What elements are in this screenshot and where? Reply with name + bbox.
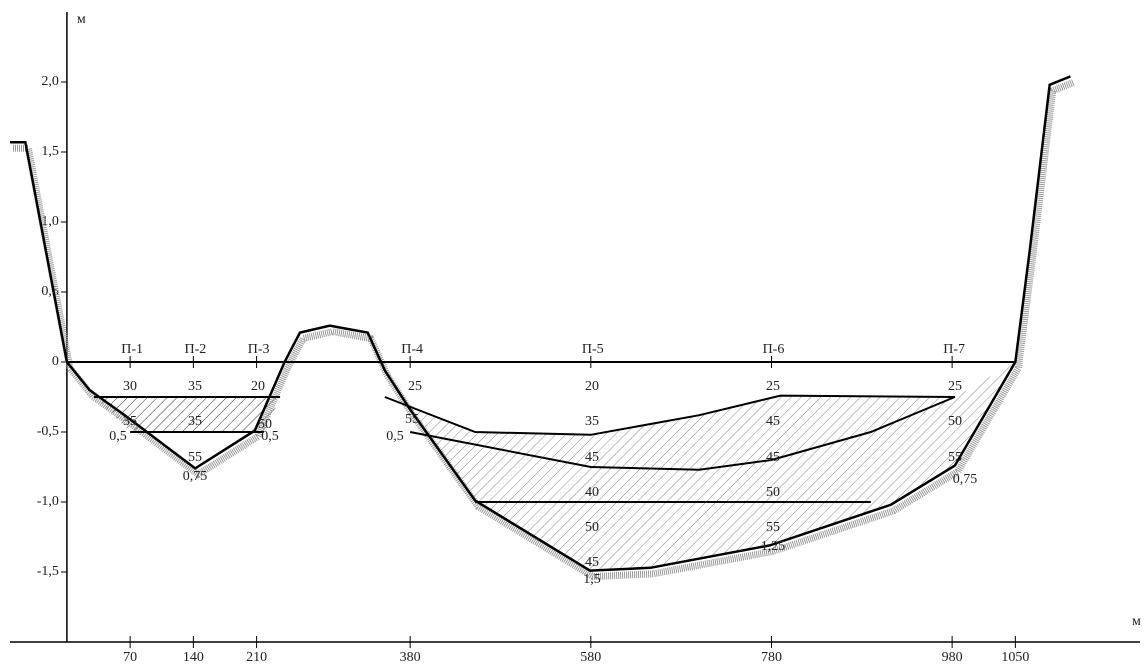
x-tick-label: 140 <box>183 650 204 665</box>
station-label: П-6 <box>763 342 785 357</box>
hatch-zone <box>95 397 280 432</box>
depth-label: 50 <box>258 417 272 432</box>
profile-line <box>384 394 955 436</box>
y-tick-label: 2,0 <box>41 74 59 89</box>
profile-line <box>10 75 1071 572</box>
depth-label: 0,5 <box>261 429 279 444</box>
depth-label: 45 <box>585 555 599 570</box>
depth-label: 35 <box>585 414 599 429</box>
y-tick-label: -1,5 <box>37 564 59 579</box>
depth-label: 0,5 <box>386 429 404 444</box>
depth-label: 55 <box>766 520 780 535</box>
depth-label: 0,75 <box>183 469 208 484</box>
station-label: П-7 <box>943 342 965 357</box>
depth-label: 45 <box>766 450 780 465</box>
x-tick-label: 980 <box>942 650 963 665</box>
depth-label: 35 <box>123 414 137 429</box>
x-tick-label: 580 <box>580 650 601 665</box>
depth-label: 50 <box>766 485 780 500</box>
x-tick-label: 70 <box>123 650 137 665</box>
x-tick-label: 380 <box>400 650 421 665</box>
y-tick-label: -1,0 <box>37 494 59 509</box>
depth-label: 25 <box>766 379 780 394</box>
depth-label: 0,75 <box>953 472 978 487</box>
depth-label: 20 <box>585 379 599 394</box>
depth-label: 55 <box>405 412 419 427</box>
y-tick-label: 0 <box>52 354 59 369</box>
depth-label: 25 <box>408 379 422 394</box>
depth-label: 25 <box>948 379 962 394</box>
station-label: П-5 <box>582 342 604 357</box>
x-unit: м <box>1132 614 1141 629</box>
depth-label: 1,25 <box>761 539 786 554</box>
x-tick-label: 780 <box>761 650 782 665</box>
depth-label: 0,5 <box>109 429 127 444</box>
x-tick-label: 210 <box>246 650 267 665</box>
depth-label: 45 <box>766 414 780 429</box>
station-label: П-1 <box>121 342 143 357</box>
depth-label: 20 <box>251 379 265 394</box>
depth-label: 35 <box>188 414 202 429</box>
depth-label: 55 <box>188 450 202 465</box>
station-label: П-2 <box>184 342 206 357</box>
depth-label: 30 <box>123 379 137 394</box>
depth-label: 55 <box>948 450 962 465</box>
y-unit: м <box>77 12 86 27</box>
x-tick-label: 1050 <box>1001 650 1029 665</box>
depth-label: 1,5 <box>583 572 601 587</box>
station-label: П-4 <box>401 342 423 357</box>
depth-label: 40 <box>585 485 599 500</box>
depth-label: 35 <box>188 379 202 394</box>
depth-label: 50 <box>585 520 599 535</box>
hatch-zone <box>385 362 1015 570</box>
depth-label: 50 <box>948 414 962 429</box>
profile-line <box>409 396 956 471</box>
y-tick-label: -0,5 <box>37 424 59 439</box>
y-tick-label: 1,5 <box>41 144 59 159</box>
depth-label: 45 <box>585 450 599 465</box>
station-label: П-3 <box>248 342 270 357</box>
